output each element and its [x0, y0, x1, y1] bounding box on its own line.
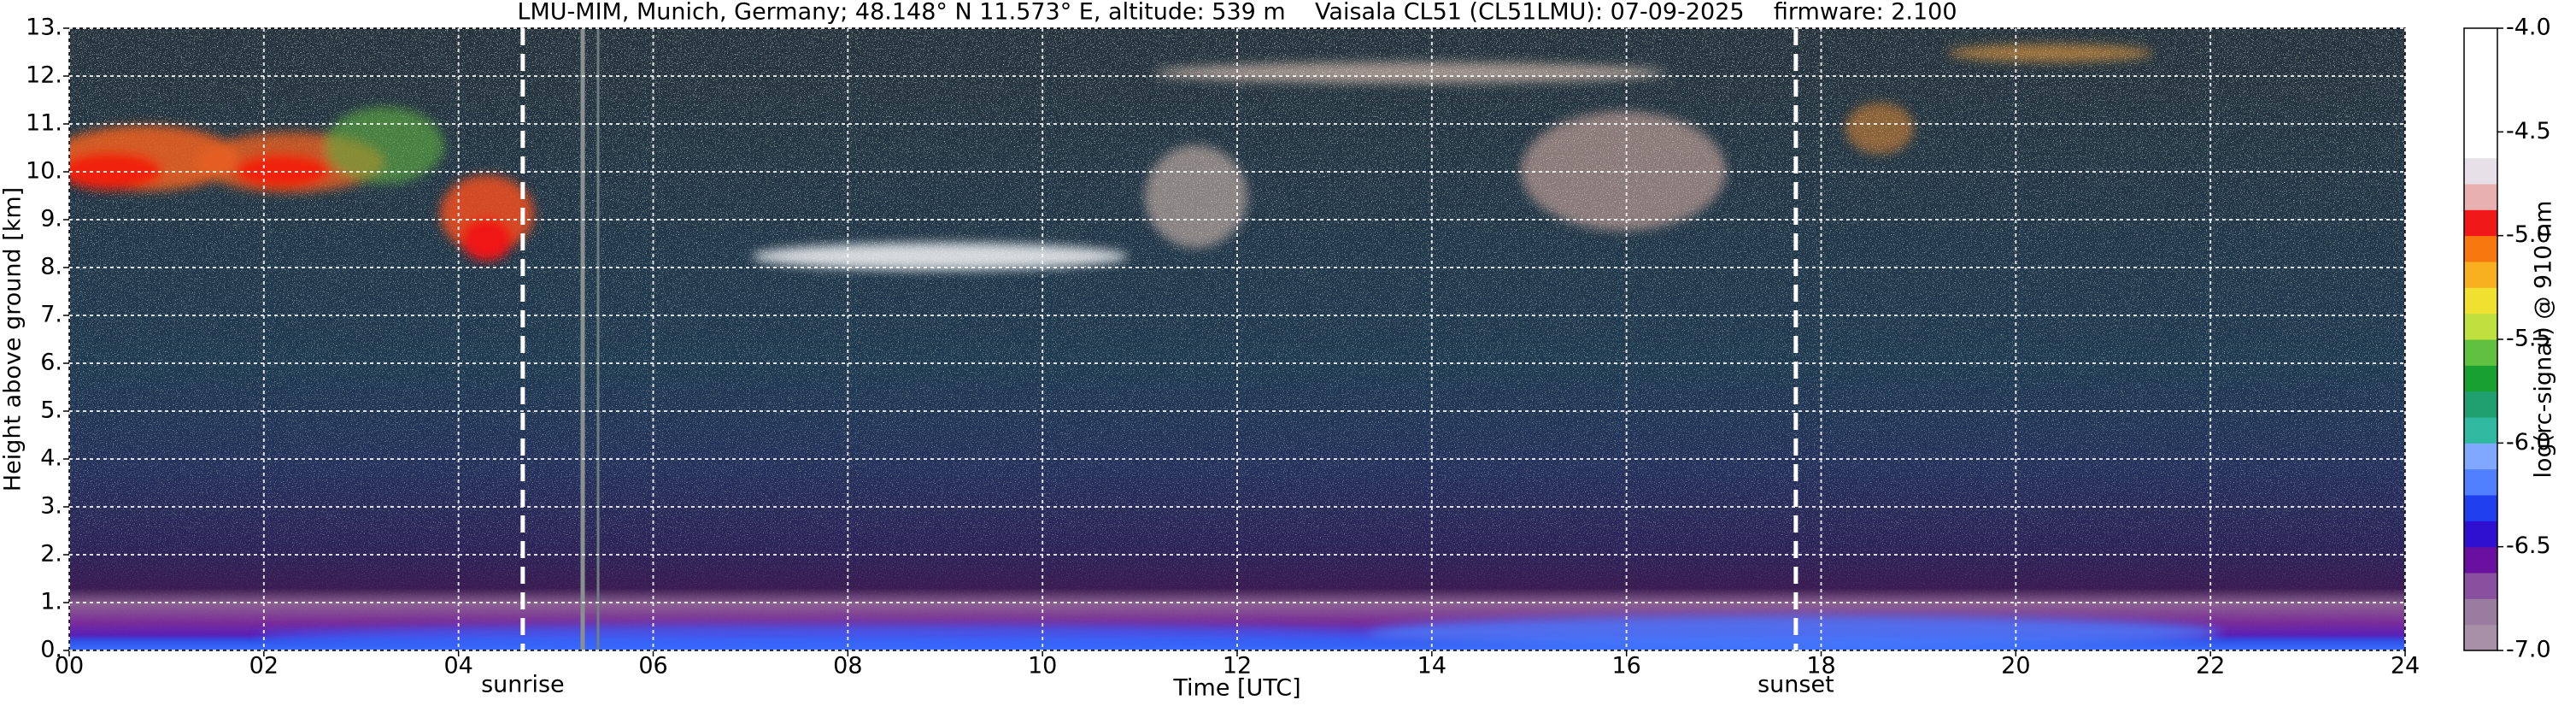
colorbar-segment [2464, 495, 2497, 521]
y-tick-label: 2. [40, 541, 62, 568]
x-tick-label: 00 [55, 653, 84, 680]
chart-title: LMU-MIM, Munich, Germany; 48.148° N 11.5… [517, 0, 1957, 26]
x-tick-label: 02 [249, 653, 279, 680]
x-tick-label: 12 [1223, 653, 1252, 680]
colorbar-segment [2464, 365, 2497, 392]
colorbar-tick-label: -5.5 [2506, 326, 2551, 352]
x-tick-label: 08 [833, 653, 862, 680]
x-tick-label: 20 [2001, 653, 2030, 680]
colorbar-tick-label: -5.0 [2506, 221, 2551, 248]
y-tick-label: 1. [40, 589, 62, 615]
colorbar-segment [2464, 598, 2497, 626]
colorbar-segment [2464, 132, 2497, 159]
colorbar-tick-label: -4.5 [2506, 118, 2551, 144]
y-tick-label: 4. [40, 445, 62, 472]
colorbar-tick-label: -6.5 [2506, 532, 2551, 559]
y-axis-label: Height above ground [km] [0, 187, 26, 491]
x-tick-label: 18 [1806, 653, 1835, 680]
colorbar-segment [2464, 209, 2497, 237]
colorbar-segment [2464, 79, 2497, 107]
x-axis-label: Time [UTC] [1172, 675, 1300, 702]
heatmap [69, 28, 2405, 650]
colorbar-segment [2464, 54, 2497, 81]
y-tick-label: 3. [40, 493, 62, 520]
colorbar-segment [2464, 624, 2497, 651]
colorbar-segment [2464, 468, 2497, 496]
x-tick-label: 24 [2391, 653, 2420, 680]
y-tick-label: 11. [26, 110, 62, 137]
x-tick-label: 10 [1028, 653, 1057, 680]
y-tick-label: 7. [40, 302, 62, 328]
colorbar-segment [2464, 546, 2497, 574]
colorbar-segment [2464, 339, 2497, 366]
x-tick-label: 04 [443, 653, 472, 680]
annotation-label: sunset [1757, 672, 1834, 698]
x-tick-label: 22 [2196, 653, 2225, 680]
colorbar-segment [2464, 262, 2497, 288]
colorbar-segment [2464, 391, 2497, 418]
colorbar-segment [2464, 287, 2497, 315]
colorbar-tick-label: -7.0 [2506, 637, 2551, 663]
colorbar-segment [2464, 28, 2497, 55]
y-tick-label: 13. [26, 15, 62, 41]
y-tick-label: 0. [40, 637, 62, 663]
x-tick-label: 16 [1611, 653, 1640, 680]
annotation-label: sunrise [481, 672, 565, 698]
colorbar-segment [2464, 106, 2497, 132]
colorbar-segment [2464, 313, 2497, 340]
colorbar-segment [2464, 157, 2497, 185]
colorbar-segment [2464, 235, 2497, 262]
colorbar-segment [2464, 521, 2497, 548]
y-tick-label: 10. [26, 158, 62, 185]
y-tick-label: 6. [40, 350, 62, 376]
colorbar-label: log(rc-signal) @ 910 nm [2531, 201, 2557, 479]
y-tick-label: 12. [26, 62, 62, 89]
y-tick-label: 9. [40, 206, 62, 232]
x-tick-label: 14 [1417, 653, 1446, 680]
colorbar-tick-label: -4.0 [2506, 15, 2551, 41]
colorbar-tick-label: -6.0 [2506, 429, 2551, 456]
y-tick-label: 8. [40, 254, 62, 280]
colorbar-segment [2464, 443, 2497, 470]
colorbar-segment [2464, 184, 2497, 210]
y-tick-label: 5. [40, 397, 62, 424]
colorbar-segment [2464, 573, 2497, 599]
x-tick-label: 06 [638, 653, 667, 680]
colorbar-segment [2464, 417, 2497, 444]
